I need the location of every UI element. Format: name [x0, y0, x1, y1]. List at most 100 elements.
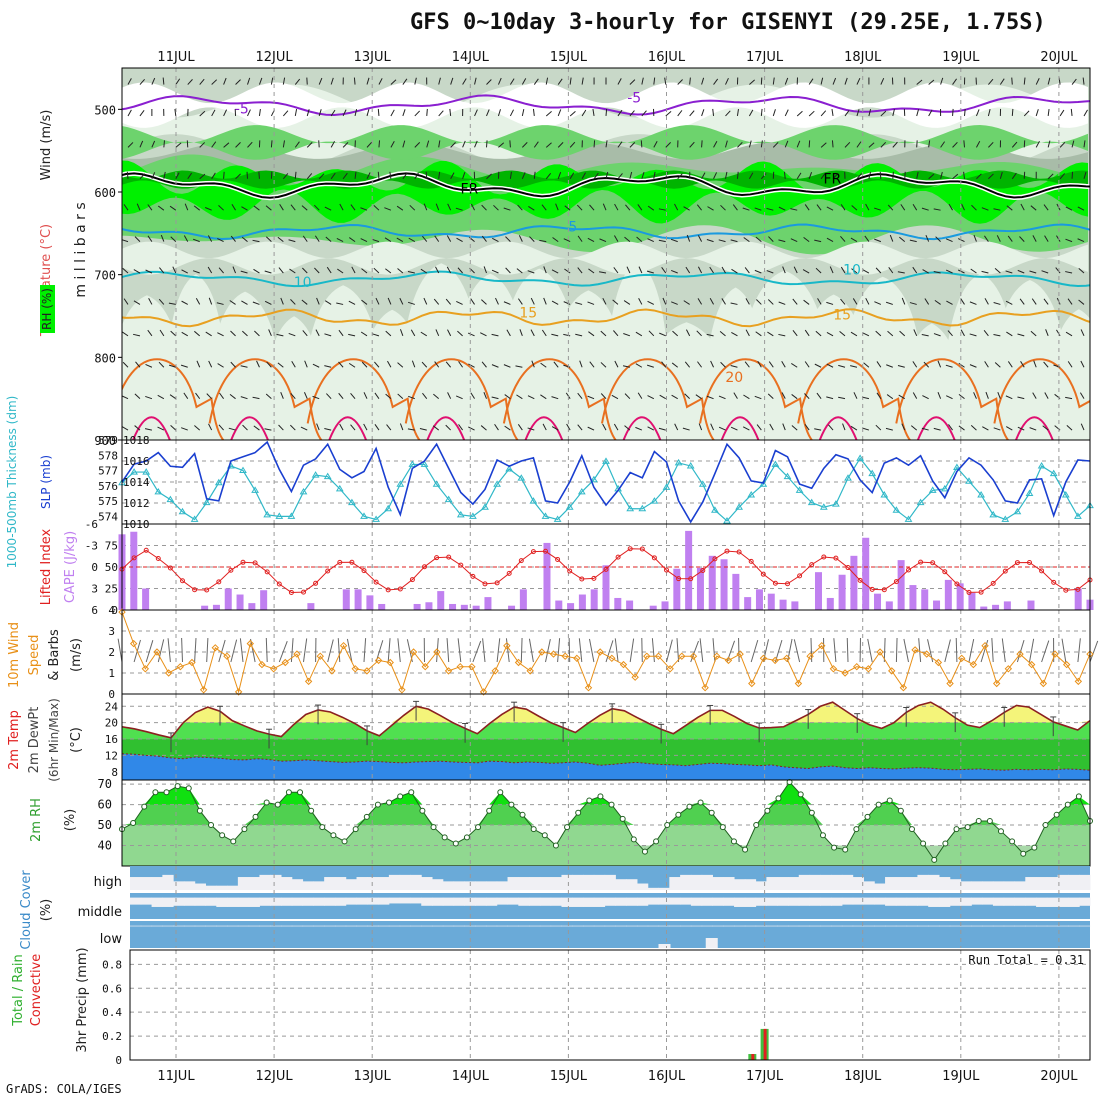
rh-light-mid — [122, 241, 1088, 275]
wind-barb — [1056, 329, 1061, 337]
wind-barb — [709, 298, 714, 305]
cloud-gap-high — [475, 881, 487, 890]
wind-barb — [781, 392, 786, 399]
wind-barb — [294, 78, 301, 85]
cape-bar — [342, 589, 350, 610]
cloud-gap-middle — [992, 897, 1005, 906]
wind-barb — [963, 140, 965, 148]
wind10-barb — [1041, 640, 1050, 663]
wind-barb — [647, 426, 655, 431]
wind-barb — [533, 171, 536, 179]
wind-barb — [887, 330, 894, 337]
wind-barb — [277, 236, 284, 242]
cloud-gap-high — [453, 881, 465, 890]
wind10-point — [654, 652, 663, 660]
wind-barb — [772, 77, 775, 85]
wind-barb — [1047, 77, 1051, 85]
wind10-barb — [482, 638, 486, 663]
wind-barb — [985, 391, 989, 399]
wind-barb — [602, 203, 607, 211]
cloud-gap-low — [496, 925, 509, 927]
wind-barb — [957, 238, 965, 243]
cape-bar — [201, 605, 209, 610]
cloud-gap-low — [1068, 925, 1080, 927]
cloud-gap-high — [1057, 874, 1069, 890]
wind10-point — [608, 654, 616, 663]
rh-point — [619, 815, 626, 822]
thickness-point — [577, 487, 586, 495]
wind-barb — [748, 140, 752, 148]
cape-bar — [578, 594, 586, 610]
lifted-index-point — [506, 570, 512, 576]
isotherm-25 — [720, 416, 760, 440]
wind-barb — [782, 423, 786, 431]
bottom-date-label: 11JUL — [157, 1069, 195, 1084]
cloud-gap-low — [669, 925, 681, 927]
wind-barb — [521, 172, 526, 179]
wind-barb — [457, 330, 463, 337]
cloud-gap-high — [173, 881, 185, 890]
wind10-point — [1074, 677, 1083, 686]
wind-barb — [696, 204, 702, 211]
bottom-date-label: 13JUL — [354, 1069, 392, 1084]
cloud-gap-high — [1025, 877, 1037, 890]
wind-barb — [1005, 300, 1013, 305]
wind-barb — [529, 236, 535, 242]
wind-barb — [519, 329, 523, 337]
wind-barb — [481, 204, 487, 211]
cloud-gap-middle — [874, 897, 886, 905]
lifted-index-point — [664, 567, 669, 573]
wind-barb — [766, 270, 774, 274]
cloud-gap-high — [291, 879, 304, 890]
thickness-point — [360, 512, 368, 519]
wind-barb — [265, 236, 272, 242]
wind-barb — [1031, 298, 1037, 305]
cloud-gap-high — [852, 877, 864, 890]
wind-barb — [910, 425, 918, 431]
cloud-gap-high — [183, 881, 196, 890]
cloud-gap-high — [572, 874, 584, 890]
wind-barb — [710, 423, 715, 431]
isotherm-20 — [600, 358, 716, 440]
isotherm-label: FR — [460, 182, 478, 198]
wind10-barb — [903, 638, 909, 663]
wind-barb — [804, 361, 810, 368]
wind-barb — [840, 204, 846, 211]
cape-bar — [567, 603, 575, 610]
cloud-gap-high — [442, 881, 455, 890]
wind-barb — [744, 267, 750, 274]
wind10-barb — [699, 638, 704, 663]
cloud-gap-low — [960, 925, 972, 927]
wind-barb — [450, 142, 456, 148]
thickness-point — [928, 486, 937, 493]
cloud-gap-high — [1079, 874, 1091, 890]
wind-barb — [928, 173, 935, 180]
wind-barb — [921, 427, 929, 431]
wind-barb — [422, 392, 428, 399]
wind-barb — [713, 140, 718, 148]
thickness-point — [335, 484, 344, 492]
rh-point — [742, 846, 749, 853]
top-date-label: 17JUL — [746, 50, 784, 65]
wind-barb — [545, 111, 552, 117]
wind10-barb — [846, 638, 849, 663]
wind-barb — [605, 140, 608, 148]
wind-barb — [1017, 396, 1025, 400]
wind-barb — [232, 266, 237, 274]
wind-barb — [181, 331, 189, 337]
thickness-point — [965, 477, 973, 484]
cloud-gap-middle — [572, 897, 584, 907]
lifted-index-point — [373, 579, 379, 585]
wind-barb — [282, 140, 285, 148]
wind-barb — [784, 140, 789, 148]
wind-barb — [892, 109, 895, 117]
cape-bar — [413, 603, 421, 610]
wind-barb — [480, 332, 487, 337]
wind-barb — [1065, 396, 1073, 400]
wind-barb — [282, 173, 289, 180]
wind-barb — [438, 77, 441, 85]
wind-barb — [706, 395, 714, 400]
wind-barb — [957, 269, 965, 274]
run-total-label: Run Total = 0.31 — [968, 953, 1084, 967]
wind10-point — [398, 686, 406, 694]
